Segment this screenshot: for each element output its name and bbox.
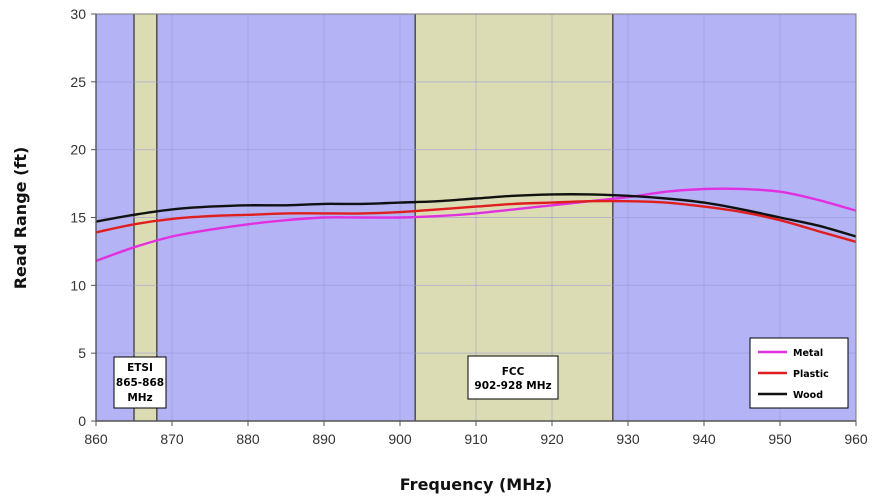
- fcc-label-line: FCC: [502, 366, 525, 378]
- x-tick-label: 920: [540, 431, 564, 447]
- x-tick-label: 860: [84, 431, 108, 447]
- x-tick-label: 910: [464, 431, 488, 447]
- x-tick-label: 950: [768, 431, 792, 447]
- legend-label-metal: Metal: [793, 348, 823, 359]
- y-tick-label: 20: [70, 142, 86, 158]
- x-tick-label: 870: [160, 431, 184, 447]
- x-tick-label: 960: [844, 431, 868, 447]
- series-line-plastic: [96, 199, 856, 244]
- legend: Metal Plastic Wood: [749, 337, 849, 409]
- etsi-label-background: [113, 356, 167, 409]
- etsi-label-box: ETSI 865-868 MHz: [113, 356, 167, 409]
- y-tick-label: 25: [70, 74, 86, 90]
- y-tick-label: 0: [78, 413, 86, 429]
- legend-label-plastic: Plastic: [793, 369, 829, 380]
- y-tick-label: 15: [70, 210, 86, 226]
- series-lines: [96, 187, 856, 263]
- etsi-label-line: 865-868: [116, 377, 164, 389]
- fcc-label-background: [467, 355, 559, 400]
- y-tick-label: 30: [70, 6, 86, 22]
- x-tick-label: 890: [312, 431, 336, 447]
- axes: 0 5 10 15 20 25 30 860 870 880 890 900 910 920 930 940 9…: [70, 6, 867, 447]
- y-axis-title: Read Range (ft): [11, 147, 30, 290]
- x-tick-label: 880: [236, 431, 260, 447]
- legend-label-wood: Wood: [793, 390, 823, 401]
- series-line-wood: [96, 193, 856, 238]
- etsi-label-line: ETSI: [127, 362, 153, 374]
- etsi-label-line: MHz: [127, 392, 152, 404]
- x-tick-label: 940: [692, 431, 716, 447]
- series-line-metal: [96, 187, 856, 263]
- y-tick-label: 10: [70, 277, 86, 293]
- fcc-label-line: 902-928 MHz: [474, 380, 551, 392]
- x-tick-label: 930: [616, 431, 640, 447]
- y-tick-label: 5: [78, 345, 86, 361]
- x-axis-title: Frequency (MHz): [400, 475, 552, 494]
- fcc-label-box: FCC 902-928 MHz: [467, 355, 559, 400]
- x-tick-label: 900: [388, 431, 412, 447]
- band-labels: ETSI 865-868 MHz FCC 902-928 MHz: [113, 355, 559, 409]
